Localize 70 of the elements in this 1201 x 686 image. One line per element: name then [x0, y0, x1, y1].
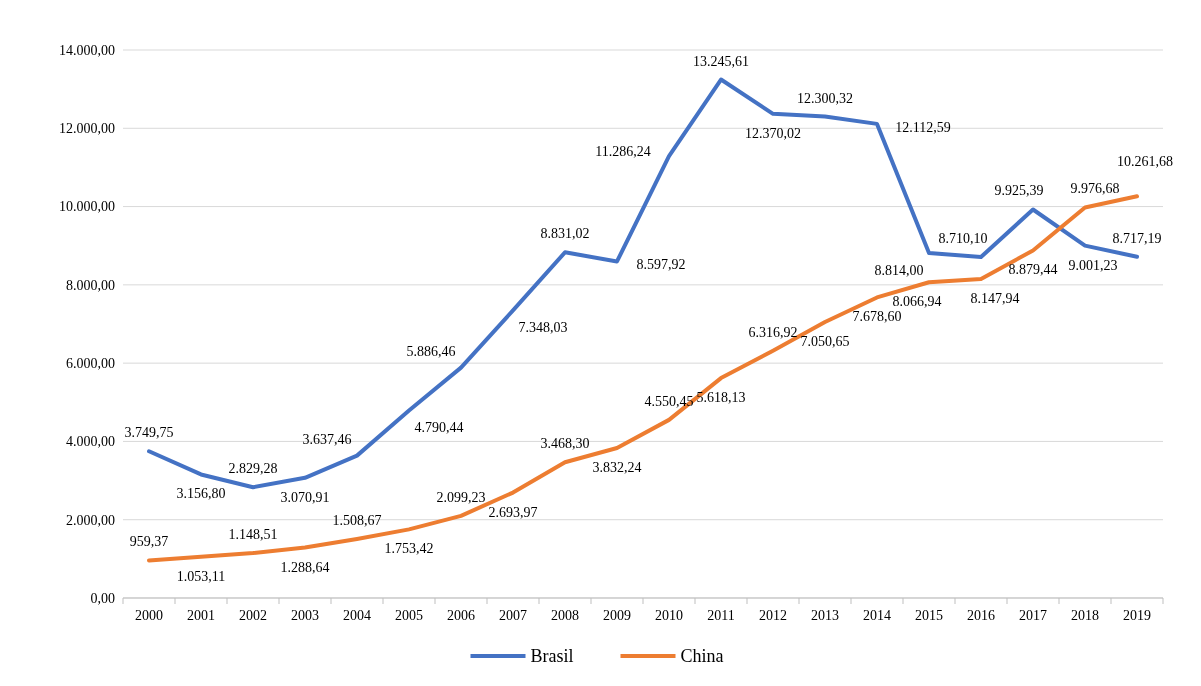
y-tick-label: 6.000,00 — [66, 356, 115, 372]
y-tick-label: 10.000,00 — [59, 199, 115, 215]
data-label: 9.001,23 — [1068, 257, 1118, 273]
x-tick-label: 2002 — [239, 608, 267, 623]
data-label: 12.370,02 — [745, 125, 801, 141]
y-tick-label: 12.000,00 — [59, 121, 115, 137]
data-label: 7.348,03 — [518, 320, 568, 336]
data-label: 3.749,75 — [124, 425, 174, 441]
data-label: 2.099,23 — [436, 489, 486, 505]
data-label: 1.053,11 — [176, 568, 226, 584]
x-tick-label: 2010 — [655, 608, 683, 623]
y-tick-label: 2.000,00 — [66, 512, 115, 528]
x-tick-label: 2016 — [967, 608, 995, 623]
data-label: 8.831,02 — [540, 226, 590, 242]
x-tick-label: 2013 — [811, 608, 839, 623]
y-tick-label: 8.000,00 — [66, 277, 115, 293]
data-label: 8.597,92 — [636, 257, 686, 273]
x-tick-label: 2017 — [1019, 608, 1047, 623]
data-label: 11.286,24 — [595, 144, 651, 160]
y-tick-label: 0,00 — [90, 590, 115, 606]
data-label: 12.112,59 — [895, 119, 951, 135]
x-tick-label: 2018 — [1071, 608, 1099, 623]
data-label: 5.618,13 — [696, 390, 746, 406]
x-tick-label: 2015 — [915, 608, 943, 623]
data-label: 959,37 — [129, 534, 169, 550]
data-label: 2.693,97 — [488, 504, 538, 520]
data-label: 8.066,94 — [892, 294, 942, 310]
data-label: 3.070,91 — [280, 489, 330, 505]
data-label: 3.468,30 — [540, 436, 590, 452]
x-tick-label: 2011 — [707, 608, 735, 623]
data-label: 2.829,28 — [228, 461, 278, 477]
data-label: 8.879,44 — [1008, 262, 1058, 278]
data-label: 7.678,60 — [852, 309, 902, 325]
x-tick-label: 2000 — [135, 608, 163, 623]
x-tick-label: 2006 — [447, 608, 475, 623]
data-label: 8.710,10 — [938, 231, 988, 247]
data-label: 7.050,65 — [800, 334, 850, 350]
x-tick-label: 2012 — [759, 608, 787, 623]
data-label: 10.261,68 — [1117, 154, 1173, 170]
data-label: 1.508,67 — [332, 512, 382, 528]
data-label: 9.976,68 — [1070, 181, 1120, 197]
data-label: 4.550,45 — [644, 393, 694, 409]
legend-label: China — [680, 646, 724, 667]
x-tick-label: 2001 — [187, 608, 215, 623]
data-label: 6.316,92 — [748, 324, 798, 340]
data-label: 9.925,39 — [994, 183, 1044, 199]
data-label: 13.245,61 — [693, 53, 749, 69]
data-label: 12.300,32 — [797, 90, 853, 106]
data-label: 3.637,46 — [302, 431, 352, 447]
data-label: 8.717,19 — [1112, 230, 1162, 246]
data-label: 8.814,00 — [874, 262, 924, 278]
data-label: 8.147,94 — [970, 291, 1020, 307]
x-tick-label: 2014 — [863, 608, 891, 623]
data-label: 1.148,51 — [228, 527, 278, 543]
data-label: 1.753,42 — [384, 541, 434, 557]
legend-label: Brasil — [530, 646, 574, 667]
x-tick-label: 2004 — [343, 608, 371, 623]
data-label: 1.288,64 — [280, 559, 330, 575]
y-tick-label: 4.000,00 — [66, 434, 115, 450]
data-label: 5.886,46 — [406, 343, 456, 359]
x-tick-label: 2008 — [551, 608, 579, 623]
x-tick-label: 2005 — [395, 608, 423, 623]
data-label: 3.156,80 — [176, 486, 226, 502]
x-tick-label: 2007 — [499, 608, 527, 623]
data-label: 4.790,44 — [414, 420, 464, 436]
x-tick-label: 2009 — [603, 608, 631, 623]
x-tick-label: 2019 — [1123, 608, 1151, 623]
y-tick-label: 14.000,00 — [59, 42, 115, 58]
x-tick-label: 2003 — [291, 608, 319, 623]
data-label: 3.832,24 — [592, 460, 642, 475]
